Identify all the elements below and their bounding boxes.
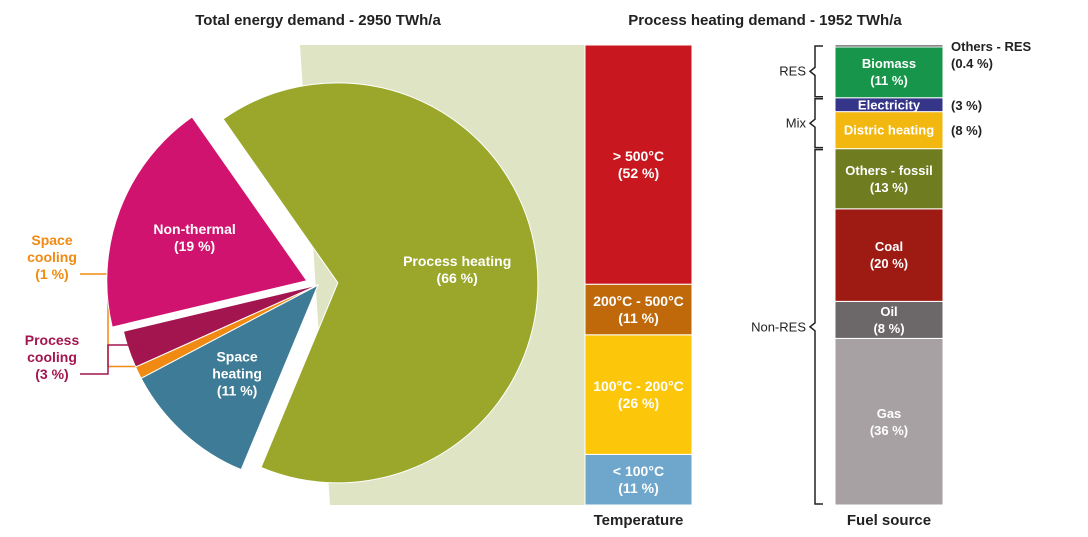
leader-line — [80, 273, 151, 368]
segment-label: Process heating (66 %) — [372, 253, 542, 287]
label-name: > 500°C — [612, 147, 665, 164]
label-name: 200°C - 500°C — [593, 292, 684, 309]
outside-label: Process cooling (3 %) — [12, 332, 92, 383]
pie-slice — [222, 82, 539, 484]
label-name: Biomass — [861, 56, 917, 72]
bar-segment — [584, 44, 693, 285]
segment-label: Biomass (11 %) — [837, 55, 941, 89]
pie-title: Total energy demand - 2950 TWh/a — [195, 12, 441, 29]
group-label: RES — [779, 63, 806, 79]
group-bracket — [808, 45, 823, 98]
label-name: Electricity — [857, 97, 921, 113]
segment-label: Gas (36 %) — [837, 405, 941, 439]
label-value: (19 %) — [173, 238, 216, 255]
pie-slice — [106, 116, 308, 328]
x-axis-label: Fuel source — [846, 512, 932, 529]
label-name: Coal — [874, 239, 904, 255]
label-name: < 100°C — [612, 462, 665, 479]
bar-segment — [584, 283, 693, 336]
label-value: (3 %) — [35, 366, 69, 382]
bar-segment — [834, 111, 944, 150]
label-name: Space cooling — [27, 232, 77, 265]
label-value: (3 %) — [951, 97, 983, 113]
segment-label: Coal (20 %) — [837, 238, 941, 272]
bar-segment — [834, 337, 944, 506]
label-name: 100°C - 200°C — [593, 377, 684, 394]
label-value: (1 %) — [35, 266, 69, 282]
label-value: (11 %) — [870, 73, 908, 89]
label-name: Others - RES — [951, 38, 1032, 54]
label-name: Oil — [880, 303, 898, 319]
group-bracket — [808, 148, 823, 505]
label-name: Distric heating — [843, 122, 935, 138]
pie-slice — [140, 283, 319, 471]
label-value: (11 %) — [618, 309, 659, 326]
bar-title: Process heating demand - 1952 TWh/a — [628, 12, 902, 29]
label-name: Gas — [876, 405, 902, 421]
label-name: Process heating — [403, 252, 512, 269]
outside-label: Others - RES (0.4 %) — [951, 38, 1031, 72]
leader-line — [80, 344, 142, 375]
bar-segment — [584, 453, 693, 506]
outside-label: Space cooling (1 %) — [12, 232, 92, 283]
label-value: (20 %) — [869, 256, 909, 272]
bar-segment — [834, 46, 944, 99]
pie-slice — [122, 284, 319, 368]
label-value: (8 %) — [951, 123, 983, 139]
segment-label: 100°C - 200°C (26 %) — [587, 378, 690, 412]
segment-label: Space heating (11 %) — [202, 348, 272, 399]
label-value: (66 %) — [436, 269, 478, 286]
outside-label: (8 %) — [951, 122, 982, 139]
group-label: Non-RES — [751, 319, 806, 335]
segment-label: Distric heating — [836, 122, 942, 139]
label-name: Others - fossil — [845, 162, 933, 178]
bar-segment — [834, 208, 944, 302]
label-value: (11 %) — [216, 382, 258, 399]
group-label: Mix — [785, 115, 806, 131]
segment-label: 200°C - 500°C (11 %) — [587, 293, 690, 327]
segment-label: Oil (8 %) — [837, 303, 941, 337]
x-axis-label: Temperature — [593, 512, 684, 529]
outside-label: (3 %) — [951, 97, 982, 114]
label-value: (13 %) — [869, 179, 909, 195]
label-name: Space heating — [212, 348, 262, 382]
label-value: (26 %) — [617, 394, 660, 411]
group-bracket — [808, 98, 823, 149]
label-name: Process cooling — [24, 332, 80, 365]
segment-label: > 500°C (52 %) — [587, 148, 690, 182]
label-value: (11 %) — [618, 479, 659, 496]
segment-label: Electricity — [836, 96, 942, 113]
bar-segment — [834, 300, 944, 339]
segment-label: Others - fossil (13 %) — [837, 162, 941, 196]
bar-segment — [834, 148, 944, 210]
label-name: Non-thermal — [153, 221, 236, 238]
segment-label: < 100°C (11 %) — [587, 463, 690, 497]
label-value: (0.4 %) — [951, 55, 993, 71]
label-value: (36 %) — [869, 422, 909, 438]
bar-segment — [834, 44, 944, 48]
label-value: (8 %) — [873, 320, 905, 336]
segment-label: Non-thermal (19 %) — [110, 221, 280, 255]
label-value: (52 %) — [617, 164, 660, 181]
